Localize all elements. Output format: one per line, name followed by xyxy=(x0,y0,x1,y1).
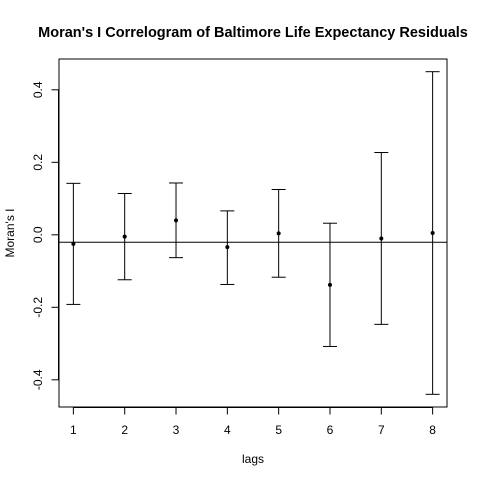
plot-frame xyxy=(58,58,448,408)
y-tick-label: 0.0 xyxy=(31,226,45,243)
x-tick-label: 8 xyxy=(429,423,436,437)
error-bars xyxy=(66,71,440,395)
moran-i-point-lag-3 xyxy=(174,218,179,223)
x-tick-label: 1 xyxy=(70,423,77,437)
x-tick-label: 7 xyxy=(378,423,385,437)
x-tick-label: 5 xyxy=(275,423,282,437)
y-axis-label: Moran's I xyxy=(3,209,17,258)
moran-i-point-lag-1 xyxy=(71,241,76,246)
y-tick-label: -0.4 xyxy=(31,369,45,390)
moran-i-point-lag-5 xyxy=(276,231,281,236)
x-tick-label: 3 xyxy=(173,423,180,437)
y-tick-label: -0.2 xyxy=(31,297,45,318)
moran-i-point-lag-2 xyxy=(122,234,127,239)
x-tick-label: 6 xyxy=(327,423,334,437)
y-tick-label: 0.4 xyxy=(31,81,45,98)
moran-i-point-lag-4 xyxy=(225,245,230,250)
x-axis: 1 2 3 4 5 6 7 8 xyxy=(70,407,436,437)
x-axis-label: lags xyxy=(242,452,264,466)
x-tick-label: 4 xyxy=(224,423,231,437)
data-points xyxy=(71,218,435,287)
chart-title: Moran's I Correlogram of Baltimore Life … xyxy=(38,25,468,41)
y-tick-label: 0.2 xyxy=(31,154,45,171)
y-axis: -0.4 -0.2 0.0 0.2 0.4 xyxy=(31,81,59,390)
x-tick-label: 2 xyxy=(121,423,128,437)
moran-i-point-lag-8 xyxy=(430,231,435,235)
moran-i-point-lag-7 xyxy=(379,236,384,241)
moran-i-point-lag-6 xyxy=(327,282,332,287)
